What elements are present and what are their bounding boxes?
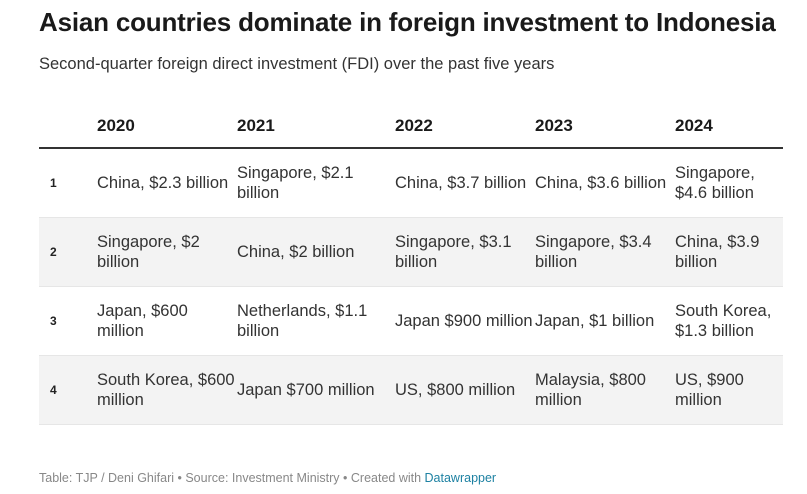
table-cell: Japan $900 million	[395, 286, 535, 356]
table-cell: Singapore, $2 billion	[97, 217, 237, 287]
table-cell: US, $800 million	[395, 355, 535, 425]
table-cell: Japan $700 million	[237, 355, 395, 425]
rank-cell: 3	[39, 286, 97, 356]
column-header-2022: 2022	[395, 104, 535, 149]
table-cell: Malaysia, $800 million	[535, 355, 675, 425]
table-cell: South Korea, $600 million	[97, 355, 237, 425]
table-header-row: 2020 2021 2022 2023 2024	[39, 104, 783, 149]
column-header-2023: 2023	[535, 104, 675, 149]
table-cell: Singapore, $2.1 billion	[237, 148, 395, 218]
table-cell: Netherlands, $1.1 billion	[237, 286, 395, 356]
rank-cell: 4	[39, 355, 97, 425]
table-cell: Japan, $1 billion	[535, 286, 675, 356]
table-cell: Singapore, $4.6 billion	[675, 148, 783, 218]
column-header-2021: 2021	[237, 104, 395, 149]
table-cell: China, $2.3 billion	[97, 148, 237, 218]
fdi-table: 2020 2021 2022 2023 2024 1 China, $2.3 b…	[39, 104, 783, 425]
table-cell: Singapore, $3.1 billion	[395, 217, 535, 287]
column-header-2020: 2020	[97, 104, 237, 149]
chart-footer: Table: TJP / Deni Ghifari • Source: Inve…	[39, 471, 496, 485]
chart-subtitle: Second-quarter foreign direct investment…	[39, 55, 555, 73]
rank-cell: 1	[39, 148, 97, 218]
table-cell: US, $900 million	[675, 355, 783, 425]
datawrapper-link[interactable]: Datawrapper	[424, 471, 497, 485]
table-row: 3 Japan, $600 million Netherlands, $1.1 …	[39, 286, 783, 356]
column-header-rank	[39, 104, 97, 149]
table-row: 1 China, $2.3 billion Singapore, $2.1 bi…	[39, 148, 783, 218]
chart-container: Asian countries dominate in foreign inve…	[39, 6, 783, 425]
table-cell: South Korea, $1.3 billion	[675, 286, 783, 356]
table-cell: China, $3.9 billion	[675, 217, 783, 287]
table-cell: China, $3.6 billion	[535, 148, 675, 218]
column-header-2024: 2024	[675, 104, 783, 149]
table-cell: China, $2 billion	[237, 217, 395, 287]
rank-cell: 2	[39, 217, 97, 287]
table-row: 2 Singapore, $2 billion China, $2 billio…	[39, 217, 783, 287]
table-cell: Japan, $600 million	[97, 286, 237, 356]
chart-title: Asian countries dominate in foreign inve…	[39, 7, 776, 37]
table-row: 4 South Korea, $600 million Japan $700 m…	[39, 355, 783, 425]
footer-credits: Table: TJP / Deni Ghifari • Source: Inve…	[39, 471, 425, 485]
table-cell: Singapore, $3.4 billion	[535, 217, 675, 287]
table-cell: China, $3.7 billion	[395, 148, 535, 218]
